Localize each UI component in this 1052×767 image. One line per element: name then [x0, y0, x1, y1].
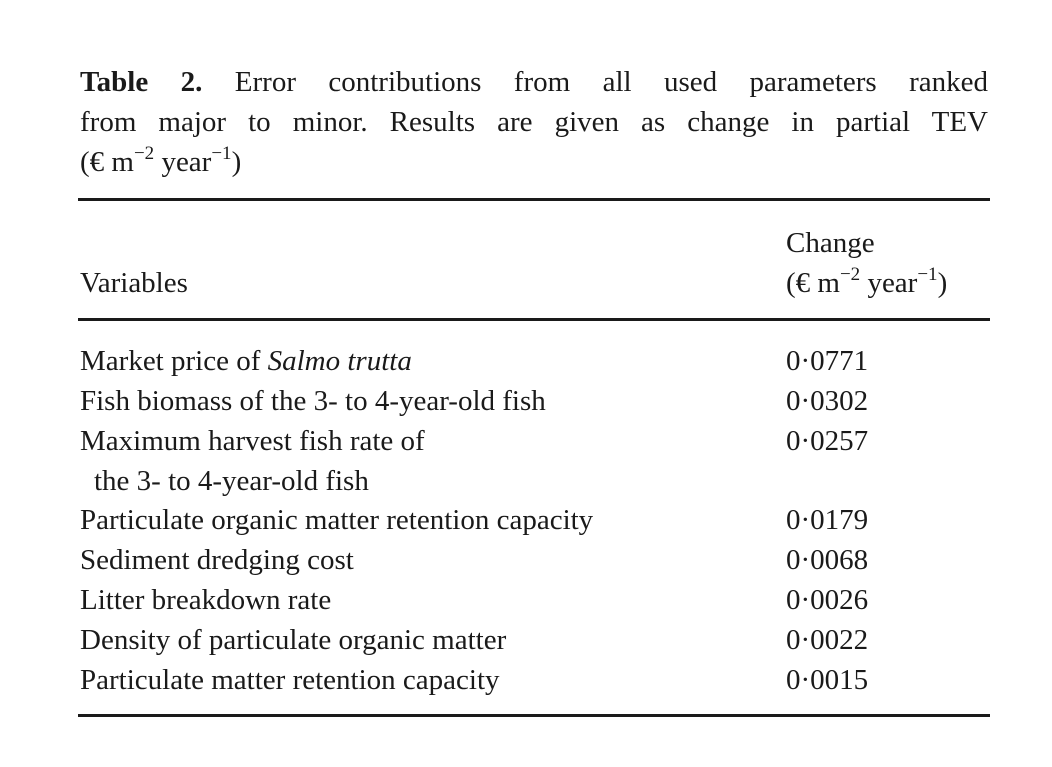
- caption-line-3: (€ m−2 year−1): [80, 142, 241, 182]
- table-row-variable: Sediment dredging cost: [80, 544, 354, 576]
- table-row-change: 0·0771: [786, 345, 869, 377]
- row-variable-prefix: Market price of: [80, 345, 268, 377]
- header-unit-mid: year: [860, 267, 918, 299]
- table-row-change: 0·0179: [786, 504, 869, 536]
- caption-unit-suffix: ): [231, 146, 242, 178]
- header-change: Change: [786, 227, 875, 259]
- table-row-change: 0·0302: [786, 385, 869, 417]
- table-label: Table 2.: [80, 66, 203, 98]
- table-row-change: 0·0068: [786, 544, 869, 576]
- table-row-variable: Maximum harvest fish rate of: [80, 425, 425, 457]
- table-row-change: 0·0015: [786, 664, 869, 696]
- table-row-variable: Particulate organic matter retention cap…: [80, 504, 594, 536]
- caption-unit-prefix: (€ m: [80, 146, 134, 178]
- table-row-change: 0·0257: [786, 425, 869, 457]
- header-unit-exp2: −1: [917, 264, 938, 285]
- caption-line-1: Table 2. Error contributions from all us…: [80, 62, 988, 102]
- table-row-variable: Litter breakdown rate: [80, 584, 332, 616]
- table-row-variable-continuation: the 3- to 4-year-old fish: [94, 465, 369, 497]
- caption-text-1: Error contributions from all used parame…: [234, 66, 988, 98]
- table-top-rule: [78, 198, 990, 201]
- table-header-rule: [78, 318, 990, 321]
- header-unit-suffix: ): [937, 267, 948, 299]
- table-row-change: 0·0022: [786, 624, 869, 656]
- table-row-change: 0·0026: [786, 584, 869, 616]
- header-change-unit: (€ m−2 year−1): [786, 263, 947, 303]
- caption-unit-mid: year: [154, 146, 212, 178]
- header-variables: Variables: [80, 267, 188, 299]
- caption-unit-exp2: −1: [211, 143, 232, 164]
- table-row-variable: Particulate matter retention capacity: [80, 664, 500, 696]
- header-unit-exp1: −2: [839, 264, 861, 285]
- table-bottom-rule: [78, 714, 990, 717]
- caption-line-2: from major to minor. Results are given a…: [80, 106, 988, 138]
- table-row-variable: Density of particulate organic matter: [80, 624, 507, 656]
- caption-unit-exp1: −2: [133, 143, 155, 164]
- table-row-variable: Market price of Salmo trutta: [80, 341, 412, 381]
- header-unit-prefix: (€ m: [786, 267, 840, 299]
- table-row-variable: Fish biomass of the 3- to 4-year-old fis…: [80, 385, 546, 417]
- row-variable-species: Salmo trutta: [267, 345, 412, 377]
